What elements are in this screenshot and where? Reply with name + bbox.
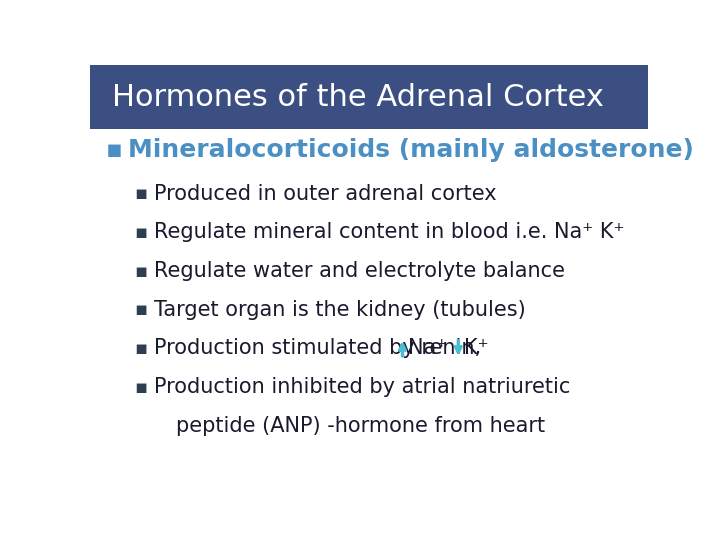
Text: ▪: ▪ [106, 138, 122, 162]
Text: Mineralocorticoids (mainly aldosterone): Mineralocorticoids (mainly aldosterone) [128, 138, 694, 162]
Text: peptide (ANP) -hormone from heart: peptide (ANP) -hormone from heart [176, 416, 546, 436]
Text: Target organ is the kidney (tubules): Target organ is the kidney (tubules) [154, 300, 526, 320]
Text: Regulate mineral content in blood i.e. Na⁺ K⁺: Regulate mineral content in blood i.e. N… [154, 222, 625, 242]
Text: K⁺: K⁺ [464, 339, 488, 359]
Text: ▪: ▪ [135, 300, 148, 319]
Bar [90, 65, 648, 129]
Text: Production stimulated by renin,: Production stimulated by renin, [154, 339, 481, 359]
Text: Na⁺: Na⁺ [408, 339, 447, 359]
Text: ▪: ▪ [135, 223, 148, 242]
Text: Regulate water and electrolyte balance: Regulate water and electrolyte balance [154, 261, 565, 281]
Text: ▪: ▪ [135, 339, 148, 358]
Text: Hormones of the Adrenal Cortex: Hormones of the Adrenal Cortex [112, 83, 604, 112]
Text: ▪: ▪ [135, 377, 148, 396]
Text: ▪: ▪ [135, 184, 148, 203]
Text: Produced in outer adrenal cortex: Produced in outer adrenal cortex [154, 184, 497, 204]
Text: Production inhibited by atrial natriuretic: Production inhibited by atrial natriuret… [154, 377, 570, 397]
Text: ▪: ▪ [135, 261, 148, 281]
